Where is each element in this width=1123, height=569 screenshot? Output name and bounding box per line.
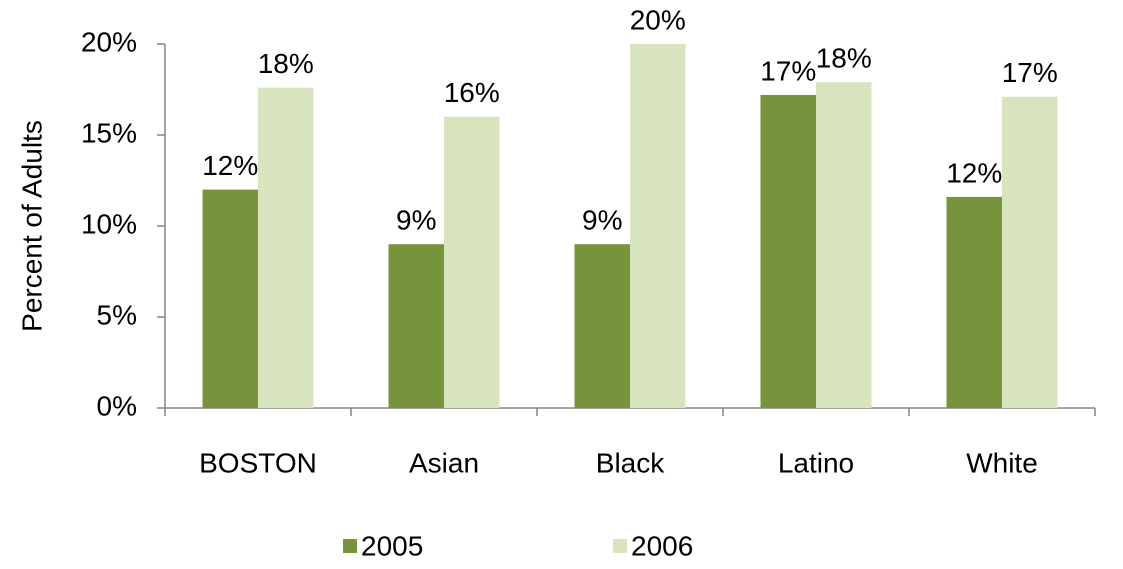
- y-tick-label: 5%: [97, 299, 137, 330]
- x-tick-label: Asian: [409, 447, 479, 478]
- value-label: 9%: [582, 205, 622, 236]
- x-tick-label: White: [966, 447, 1038, 478]
- x-tick-label: BOSTON: [199, 447, 317, 478]
- y-tick-label: 15%: [81, 117, 137, 148]
- value-label: 17%: [760, 55, 816, 86]
- bar: [630, 44, 686, 408]
- bar: [258, 87, 314, 409]
- value-label: 12%: [946, 157, 1002, 188]
- y-tick-label: 10%: [81, 208, 137, 239]
- bar: [760, 94, 816, 409]
- value-label: 12%: [202, 150, 258, 181]
- x-tick-label: Latino: [778, 447, 854, 478]
- bar: [388, 244, 444, 408]
- bar: [202, 189, 258, 408]
- y-axis-label: Percent of Adults: [16, 120, 47, 332]
- value-label: 17%: [1002, 57, 1058, 88]
- y-tick-label: 0%: [97, 390, 137, 421]
- value-label: 18%: [816, 43, 872, 74]
- legend-swatch: [343, 539, 357, 553]
- legend-swatch: [613, 539, 627, 553]
- legend-label: 2006: [631, 530, 693, 561]
- legend-label: 2005: [361, 530, 423, 561]
- bar: [816, 82, 872, 408]
- bar: [946, 196, 1002, 408]
- value-label: 20%: [630, 4, 686, 35]
- value-label: 9%: [396, 205, 436, 236]
- x-tick-label: Black: [596, 447, 665, 478]
- bar: [1002, 96, 1058, 408]
- y-tick-label: 20%: [81, 26, 137, 57]
- bar: [444, 116, 500, 409]
- bar: [574, 244, 630, 408]
- value-label: 18%: [258, 48, 314, 79]
- value-label: 16%: [444, 77, 500, 108]
